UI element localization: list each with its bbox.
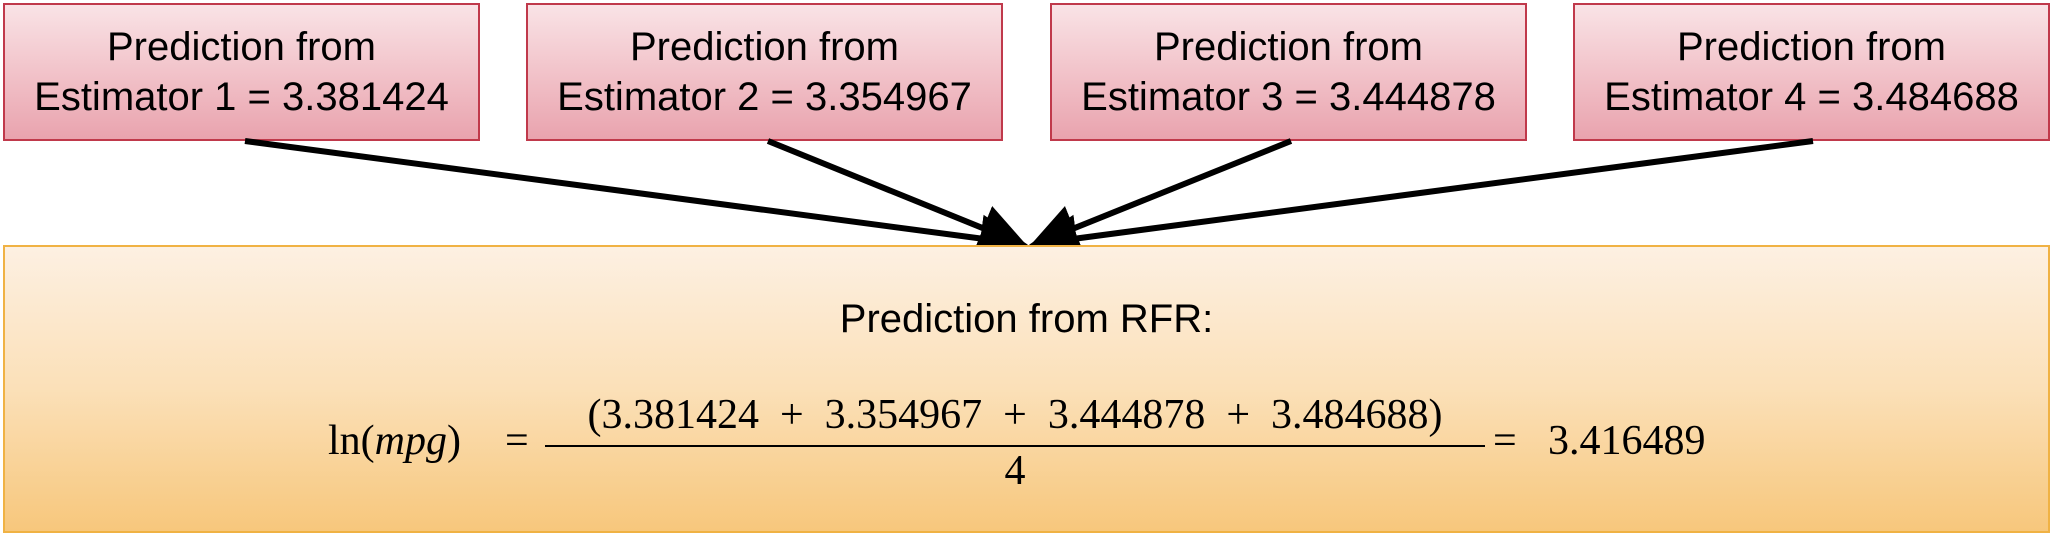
estimator-4-label: Prediction from: [1677, 25, 1946, 69]
fraction-bar: [545, 445, 1485, 447]
estimator-3-label: Prediction from: [1154, 25, 1423, 69]
estimator-2-box: Prediction from Estimator 2 = 3.354967: [526, 3, 1003, 141]
formula-denominator: 4: [1004, 448, 1026, 494]
formula-fraction: (3.381424 + 3.354967 + 3.444878 + 3.4846…: [545, 392, 1485, 495]
averaging-formula: ln(mpg) = (3.381424 + 3.354967 + 3.44487…: [5, 392, 2048, 495]
estimator-3-value: Estimator 3 = 3.444878: [1081, 75, 1496, 119]
formula-fn: ln(: [328, 418, 375, 464]
estimator-1-label: Prediction from: [107, 25, 376, 69]
formula-result-value: 3.416489: [1548, 418, 1706, 464]
formula-numerator: (3.381424 + 3.354967 + 3.444878 + 3.4846…: [587, 392, 1443, 438]
result-title: Prediction from RFR:: [839, 297, 1214, 341]
formula-variable: mpg: [374, 418, 447, 464]
formula-equals-2: =: [1493, 418, 1517, 464]
rfr-result-box: Prediction from RFR: ln(mpg) = (3.381424…: [3, 245, 2050, 533]
arrow-3: [1029, 138, 1293, 251]
estimator-1-value: Estimator 1 = 3.381424: [34, 75, 449, 119]
formula-equals-1: =: [505, 418, 529, 464]
arrow-4: [1029, 138, 1814, 263]
arrow-2: [766, 138, 1028, 251]
estimator-4-value: Estimator 4 = 3.484688: [1604, 75, 2019, 119]
formula-lhs: ln(mpg): [328, 417, 461, 465]
arrow-1: [244, 138, 1028, 263]
estimator-3-box: Prediction from Estimator 3 = 3.444878: [1050, 3, 1527, 141]
estimator-2-label: Prediction from: [630, 25, 899, 69]
estimator-1-box: Prediction from Estimator 1 = 3.381424: [3, 3, 480, 141]
estimator-2-value: Estimator 2 = 3.354967: [557, 75, 972, 119]
estimator-4-box: Prediction from Estimator 4 = 3.484688: [1573, 3, 2050, 141]
formula-close-paren: ): [447, 418, 461, 464]
